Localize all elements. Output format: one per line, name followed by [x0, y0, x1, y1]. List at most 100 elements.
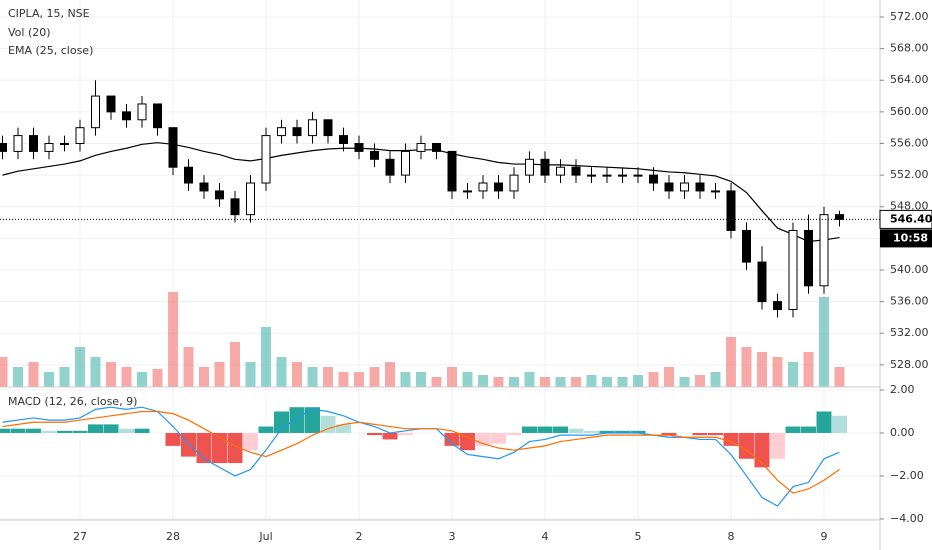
macd-histogram-bar	[212, 432, 227, 464]
volume-bar	[648, 372, 659, 387]
y-tick-label: 552.00	[890, 168, 929, 181]
x-tick-label: 8	[728, 530, 735, 543]
volume-bar	[0, 357, 8, 387]
volume-bar	[292, 362, 302, 387]
candle-body	[60, 142, 69, 145]
candle-body	[618, 174, 627, 177]
macd-histogram-bar	[41, 430, 57, 433]
volume-bar	[338, 372, 349, 387]
volume-bar	[323, 367, 333, 387]
volume-bar	[106, 362, 116, 387]
macd-histogram-bar	[336, 424, 351, 433]
candle-body	[695, 182, 705, 192]
candle-body	[292, 127, 302, 137]
volume-bar	[75, 347, 85, 387]
candle-body	[153, 103, 162, 129]
macd-histogram-bar	[26, 428, 41, 433]
macd-histogram-bar	[522, 426, 537, 433]
y-tick-label: 556.00	[890, 136, 929, 149]
candle-body	[556, 166, 565, 176]
volume-bar	[540, 377, 550, 387]
candle-body	[819, 214, 829, 287]
macd-histogram-bar	[274, 411, 289, 433]
volume-bar	[152, 369, 163, 387]
volume-bar	[199, 367, 209, 387]
volume-bar	[59, 367, 70, 387]
candle-body	[106, 95, 116, 113]
volume-bar	[261, 327, 271, 387]
candle-body	[354, 142, 364, 152]
candle-body	[385, 158, 395, 176]
volume-bar	[710, 372, 721, 387]
chart-title: CIPLA, 15, NSE	[8, 7, 90, 20]
y-tick-label: −4.00	[890, 512, 924, 525]
volume-bar	[369, 367, 380, 387]
macd-histogram-bar	[103, 424, 119, 433]
volume-bar	[617, 377, 628, 387]
macd-histogram-bar	[599, 430, 615, 433]
candle-body	[13, 135, 23, 152]
volume-bar	[462, 372, 473, 387]
volume-bar	[819, 297, 829, 387]
x-tick-label: Jul	[258, 530, 272, 543]
macd-histogram-bar	[615, 430, 630, 433]
x-tick-label: 9	[821, 530, 828, 543]
candle-body	[587, 174, 596, 177]
candle-body	[75, 127, 85, 144]
macd-title: MACD (12, 26, close, 9)	[8, 395, 137, 408]
candle-body	[525, 158, 534, 176]
candle-body	[122, 111, 131, 121]
volume-bar	[757, 352, 767, 387]
volume-bar	[137, 372, 147, 387]
volume-bar	[90, 357, 101, 387]
macd-histogram-bar	[770, 432, 785, 459]
countdown-label: 10:58	[893, 231, 928, 244]
candle-body	[788, 229, 798, 311]
volume-bar	[307, 367, 318, 387]
macd-histogram-bar	[630, 430, 646, 433]
candle-body	[494, 182, 503, 192]
volume-bar	[168, 292, 178, 387]
candle-body	[463, 190, 472, 193]
macd-histogram-bar	[832, 415, 847, 433]
candle-body	[540, 158, 550, 176]
volume-bar	[478, 375, 488, 387]
volume-bar	[633, 375, 643, 387]
x-tick-label: 5	[635, 530, 642, 543]
volume-bar	[741, 347, 752, 387]
candle-body	[215, 190, 224, 200]
candle-body	[571, 166, 581, 176]
y-tick-label: 0.00	[890, 426, 915, 439]
last-price-badge	[879, 209, 932, 229]
y-tick-label: 540.00	[890, 263, 929, 276]
candle-body	[261, 135, 271, 184]
macd-histogram-bar	[708, 432, 723, 436]
x-tick-label: 3	[449, 530, 456, 543]
macd-histogram-bar	[258, 426, 274, 433]
volume-bar	[385, 362, 395, 387]
macd-histogram-bar	[801, 426, 816, 433]
macd-histogram-bar	[0, 428, 10, 433]
macd-histogram-bar	[243, 432, 258, 451]
y-tick-label: −2.00	[890, 469, 924, 482]
last-price-label: 546.40	[890, 212, 932, 225]
macd-histogram-bar	[661, 432, 677, 436]
signal-line	[2, 410, 840, 494]
volume-bar	[44, 372, 54, 387]
macd-histogram-bar	[444, 432, 460, 446]
macd-histogram-bar	[134, 428, 150, 433]
y-tick-label: 568.00	[890, 42, 929, 55]
countdown-badge	[880, 229, 932, 248]
macd-histogram-bar	[227, 432, 243, 464]
y-tick-label: 536.00	[890, 295, 929, 308]
candle-body	[168, 127, 178, 168]
candle-body	[773, 301, 782, 311]
candle-body	[664, 182, 674, 192]
candle-body	[0, 142, 7, 152]
candle-body	[416, 142, 426, 152]
candle-body	[339, 135, 348, 144]
x-tick-label: 4	[542, 530, 549, 543]
volume-bar	[230, 342, 240, 387]
volume-bar	[679, 377, 690, 387]
